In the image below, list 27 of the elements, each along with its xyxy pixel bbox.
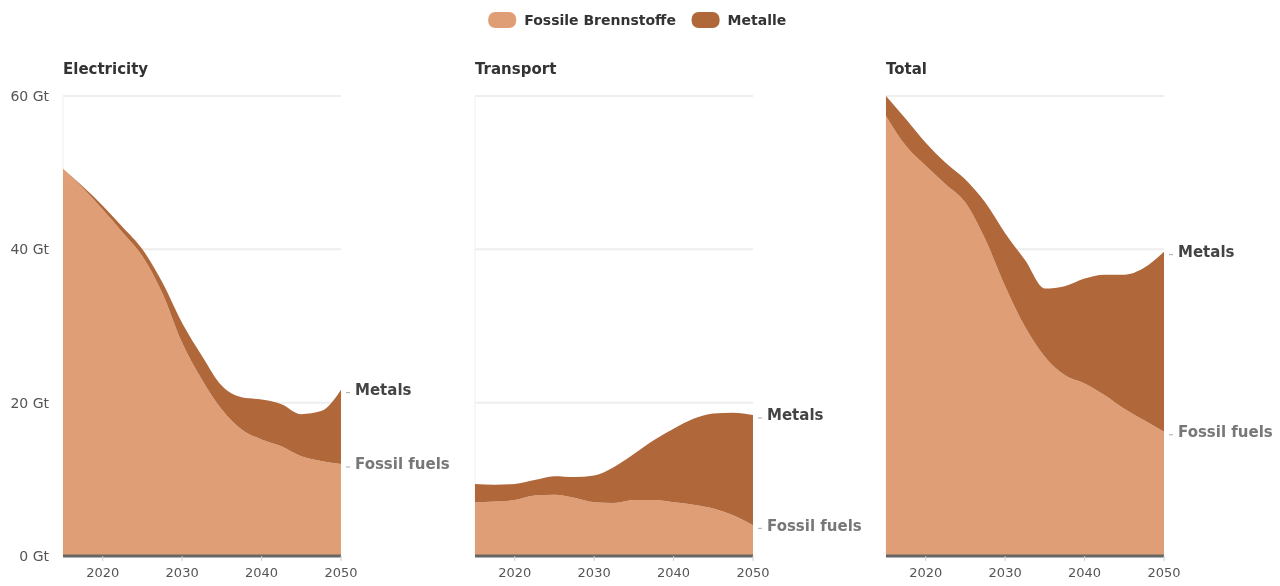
x-tick-label: 2050 (324, 565, 358, 580)
x-tick-label: 2030 (577, 565, 611, 580)
y-tick-label: 40 Gt (10, 241, 50, 258)
text: Fossil fuels (355, 455, 450, 474)
legend-label: Metalle (727, 11, 787, 28)
x-tick-label: 2040 (657, 565, 691, 580)
text: Fossil fuels (1178, 423, 1273, 442)
x-tick-label: 2050 (736, 565, 770, 580)
x-tick-label: 2030 (165, 565, 199, 580)
chart-title: Total (886, 60, 927, 78)
x-tick-label: 2040 (245, 565, 279, 580)
x-tick-label: 2020 (498, 565, 532, 580)
text: Metals (355, 380, 412, 399)
x-tick-label: 2020 (909, 565, 943, 580)
x-tick-label: 2040 (1068, 565, 1102, 580)
text: Metals (767, 406, 824, 425)
y-tick-label: 0 Gt (19, 547, 50, 564)
x-tick-label: 2030 (988, 565, 1022, 580)
x-tick-label: 2050 (1147, 565, 1181, 580)
y-tick-label: 20 Gt (10, 394, 50, 411)
legend-label: Fossile Brennstoffe (524, 11, 676, 28)
text: Metals (1178, 242, 1235, 261)
text: Fossil fuels (767, 516, 862, 535)
x-tick-label: 2020 (86, 565, 120, 580)
y-tick-label: 60 Gt (10, 87, 50, 104)
chart-title: Transport (475, 60, 557, 78)
chart-title: Electricity (63, 60, 149, 78)
